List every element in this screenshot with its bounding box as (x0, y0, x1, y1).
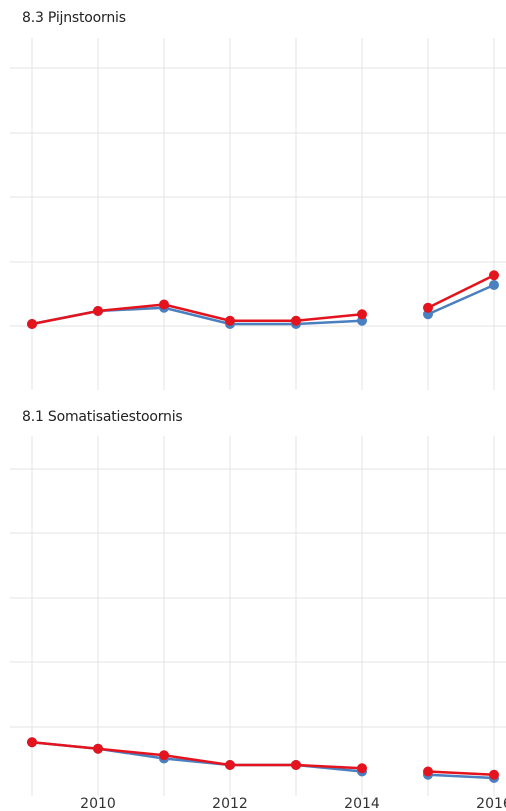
chart-title-somatisatiestoornis: 8.1 Somatisatiestoornis (22, 409, 183, 425)
data-point (27, 319, 37, 329)
data-point (489, 270, 499, 281)
data-point (357, 309, 367, 320)
data-point (93, 743, 103, 754)
data-point (357, 763, 367, 774)
series-line-red (31, 741, 495, 776)
data-point (489, 769, 499, 780)
data-point (489, 280, 499, 290)
data-point (423, 302, 433, 313)
x-tick-label: 2012 (212, 796, 248, 811)
data-point (159, 750, 169, 761)
x-tick-label: 2014 (344, 796, 380, 811)
data-point (93, 306, 103, 316)
data-point (27, 737, 37, 748)
data-point (225, 315, 235, 326)
data-point (291, 760, 301, 770)
x-tick-label: 2016 (476, 796, 506, 811)
series-line-red (31, 274, 495, 326)
data-point (225, 760, 235, 770)
data-point (159, 299, 169, 310)
x-tick-label: 2010 (80, 796, 116, 811)
data-point (423, 766, 433, 777)
chart-title-pijnstoornis: 8.3 Pijnstoornis (22, 10, 126, 26)
data-point (291, 315, 301, 326)
